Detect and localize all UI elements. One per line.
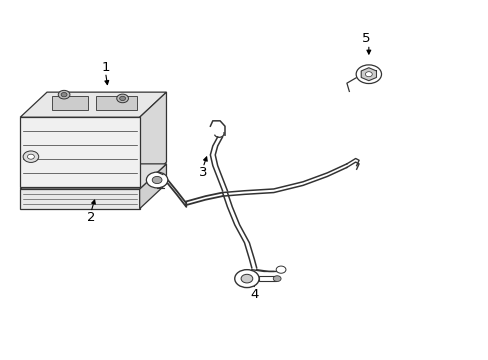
Circle shape [117, 94, 128, 103]
Circle shape [365, 72, 371, 77]
Text: 1: 1 [101, 60, 110, 73]
Circle shape [58, 90, 70, 99]
Circle shape [273, 276, 281, 282]
Polygon shape [20, 92, 166, 117]
Polygon shape [20, 164, 166, 189]
Circle shape [61, 93, 67, 97]
Circle shape [120, 96, 125, 100]
Circle shape [241, 274, 252, 283]
Circle shape [27, 154, 34, 159]
Bar [259, 276, 276, 281]
Text: 4: 4 [249, 288, 258, 301]
Circle shape [152, 176, 162, 184]
Circle shape [355, 65, 381, 84]
Polygon shape [140, 92, 166, 187]
Polygon shape [20, 117, 140, 187]
Circle shape [146, 172, 167, 188]
Circle shape [234, 270, 259, 288]
Circle shape [23, 151, 39, 162]
Polygon shape [361, 68, 376, 81]
Polygon shape [20, 189, 140, 209]
Polygon shape [96, 96, 137, 110]
Polygon shape [52, 96, 88, 110]
Polygon shape [140, 164, 166, 209]
Text: 5: 5 [362, 32, 370, 45]
Text: 2: 2 [86, 211, 95, 224]
Circle shape [276, 266, 285, 273]
Text: 3: 3 [199, 166, 207, 179]
